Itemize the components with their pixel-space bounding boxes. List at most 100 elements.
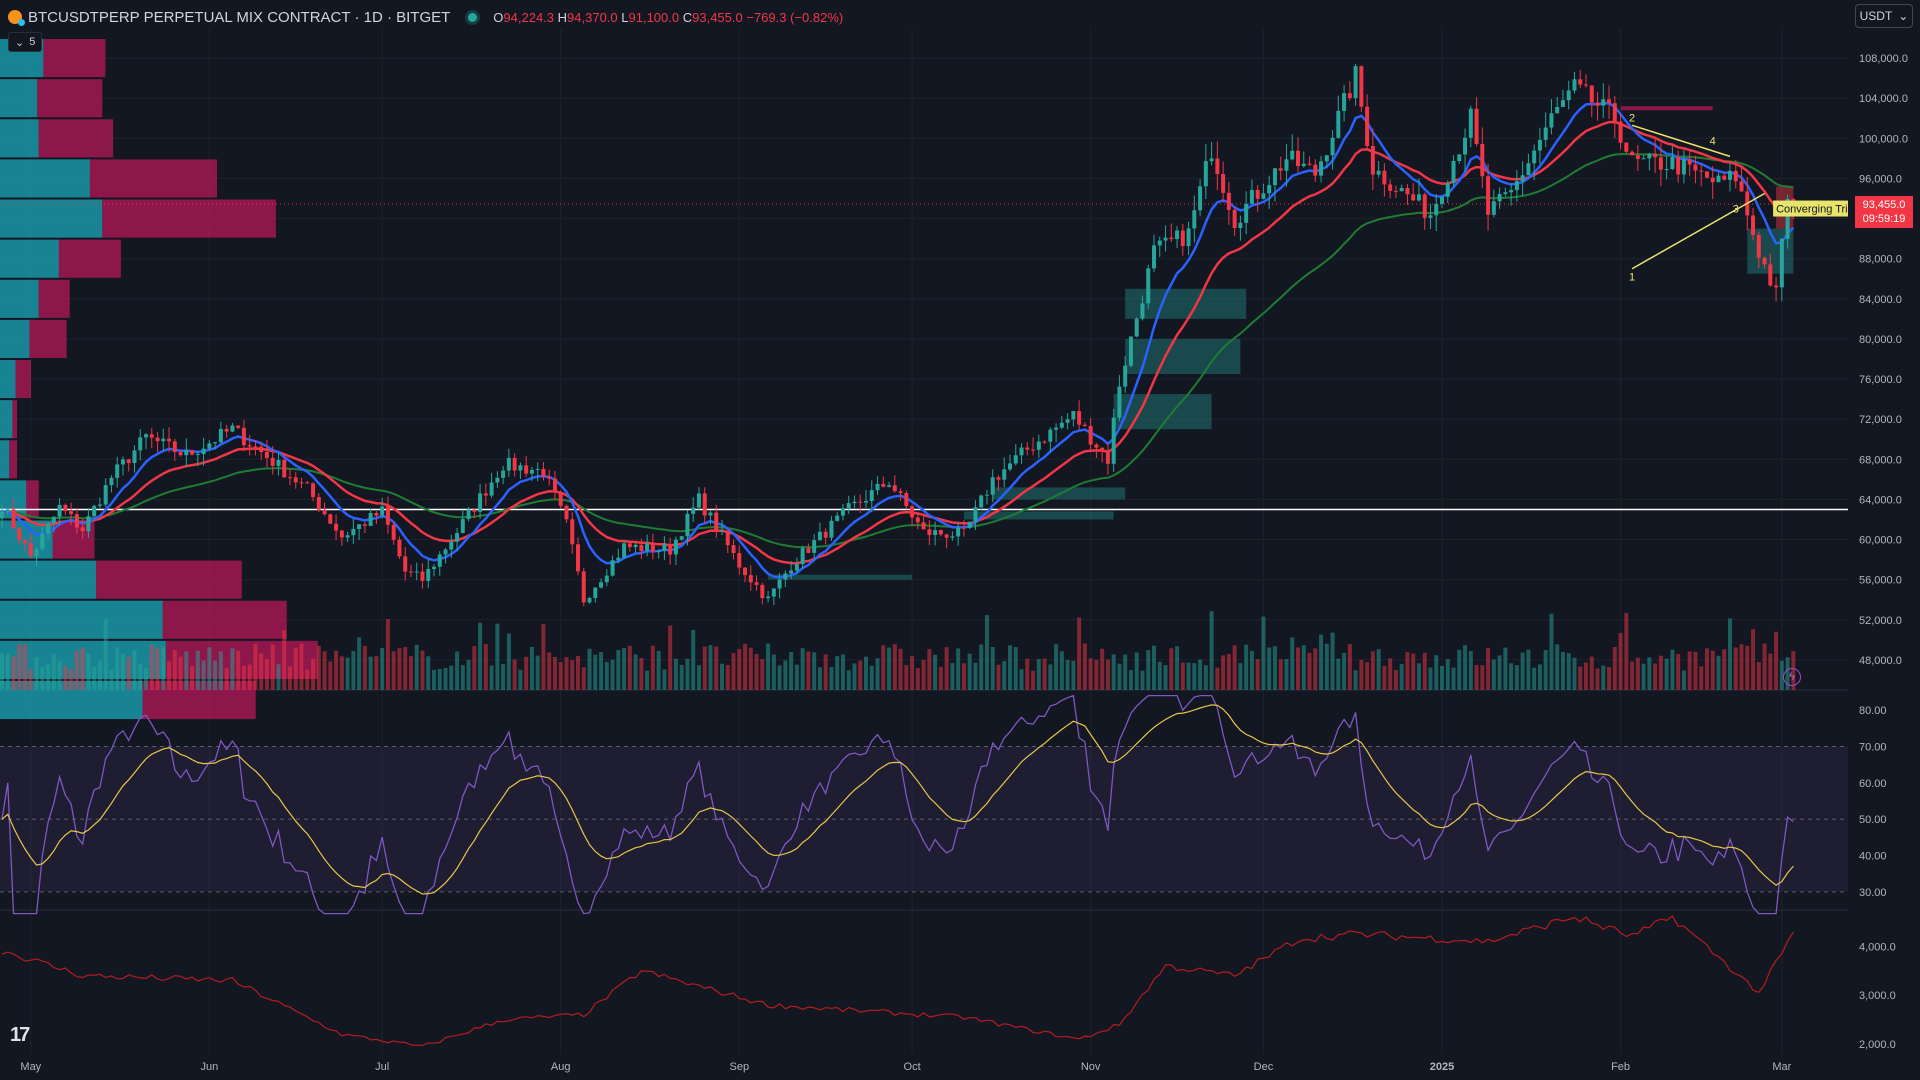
volume-bar: [1105, 659, 1110, 690]
candle-body: [898, 491, 903, 493]
volume-bar: [466, 659, 471, 690]
candle-body: [1457, 154, 1462, 161]
time-tick-label: Mar: [1772, 1061, 1791, 1073]
candle-body: [587, 598, 592, 603]
volume-bar: [996, 664, 1001, 690]
volume-bar: [823, 654, 828, 690]
volume-profile-up: [0, 440, 10, 479]
candle-body: [1491, 201, 1496, 215]
volume-bar: [783, 660, 788, 690]
candle: [1428, 203, 1433, 230]
lightning-icon[interactable]: ϟ: [1783, 668, 1801, 686]
candle-body: [840, 508, 845, 516]
candle-body: [1031, 449, 1036, 451]
volume-bar: [984, 615, 989, 690]
volume-bar: [328, 661, 333, 690]
symbol-title[interactable]: BTCUSDTPERP PERPETUAL MIX CONTRACT · 1D …: [28, 8, 451, 26]
candle: [1272, 168, 1277, 202]
volume-bar: [1532, 667, 1537, 690]
candle-body: [368, 513, 373, 526]
ema-fast-line: [1, 102, 1795, 579]
candle-body: [1716, 175, 1721, 183]
candle: [270, 446, 275, 475]
candle: [1319, 155, 1324, 183]
candle: [426, 559, 431, 588]
lower-tick-label: 4,000.0: [1859, 941, 1896, 953]
volume-bar: [1180, 662, 1185, 690]
candle-body: [656, 550, 661, 552]
candle: [478, 483, 483, 519]
indicator-count: 5: [29, 36, 36, 48]
candle-body: [460, 519, 465, 533]
volume-bar: [1278, 659, 1283, 690]
candle: [996, 475, 1001, 491]
candle-body: [155, 437, 160, 442]
candle-body: [1100, 447, 1105, 452]
candle-body: [253, 446, 258, 448]
candle: [829, 516, 834, 542]
candle: [1013, 444, 1018, 466]
candle: [933, 521, 938, 546]
volume-bar: [1307, 652, 1312, 690]
volume-bar: [1388, 658, 1393, 690]
candle: [1405, 184, 1410, 205]
volume-bar: [1255, 659, 1260, 690]
candle-body: [817, 531, 822, 541]
volume-profile-down: [38, 119, 114, 158]
volume-bar: [944, 647, 949, 690]
candle-body: [650, 543, 655, 552]
time-tick-label: Jun: [200, 1061, 218, 1073]
candle-body: [1284, 159, 1289, 171]
candle-body: [190, 450, 195, 455]
volume-bar: [840, 654, 845, 690]
candle-body: [1474, 108, 1479, 144]
candle: [489, 472, 494, 498]
candle: [1509, 183, 1514, 206]
candle: [1152, 234, 1156, 273]
currency-select[interactable]: USDT ⌄: [1855, 4, 1913, 28]
volume-bar: [1457, 649, 1462, 690]
candle-body: [466, 509, 471, 520]
volume-bar: [391, 651, 396, 690]
candle: [1031, 437, 1036, 456]
volume-bar: [1411, 653, 1416, 690]
candle: [1664, 156, 1669, 180]
candle: [904, 490, 909, 510]
candle-body: [120, 459, 125, 465]
candle: [973, 500, 978, 531]
candle: [1117, 375, 1122, 422]
candle-body: [230, 425, 235, 432]
price-tick-label: 100,000.0: [1859, 133, 1908, 145]
candle-body: [17, 528, 22, 540]
candle-body: [1555, 107, 1560, 114]
volume-bar: [420, 650, 425, 690]
candle-body: [1376, 170, 1381, 175]
candle-body: [696, 493, 701, 508]
volume-bar: [1699, 666, 1704, 690]
candle-body: [311, 483, 316, 498]
volume-bar: [1036, 659, 1041, 690]
candle: [1077, 400, 1082, 431]
candle-body: [1186, 228, 1191, 247]
candle-body: [714, 512, 719, 532]
volume-bar: [633, 654, 638, 690]
volume-bar: [1612, 647, 1617, 690]
indicator-collapse-button[interactable]: ⌄ 5: [8, 32, 43, 52]
volume-bar: [691, 629, 696, 690]
volume-bar: [1169, 648, 1174, 690]
volume-bar: [668, 625, 673, 690]
candle: [984, 489, 989, 505]
volume-bar: [0, 653, 4, 690]
candle-body: [1762, 257, 1767, 265]
volume-profile-down: [37, 79, 103, 118]
candle-body: [529, 469, 534, 474]
candle-body: [1152, 245, 1156, 269]
volume-bar: [743, 643, 748, 690]
candle: [1042, 440, 1047, 444]
time-axis: May Jun Jul Aug Sep Oct Nov Dec 2025 Feb Mar: [20, 1061, 1791, 1073]
candle: [1514, 170, 1519, 202]
volume-bar: [1071, 660, 1076, 690]
candle-body: [570, 519, 575, 545]
candle: [1480, 127, 1485, 188]
